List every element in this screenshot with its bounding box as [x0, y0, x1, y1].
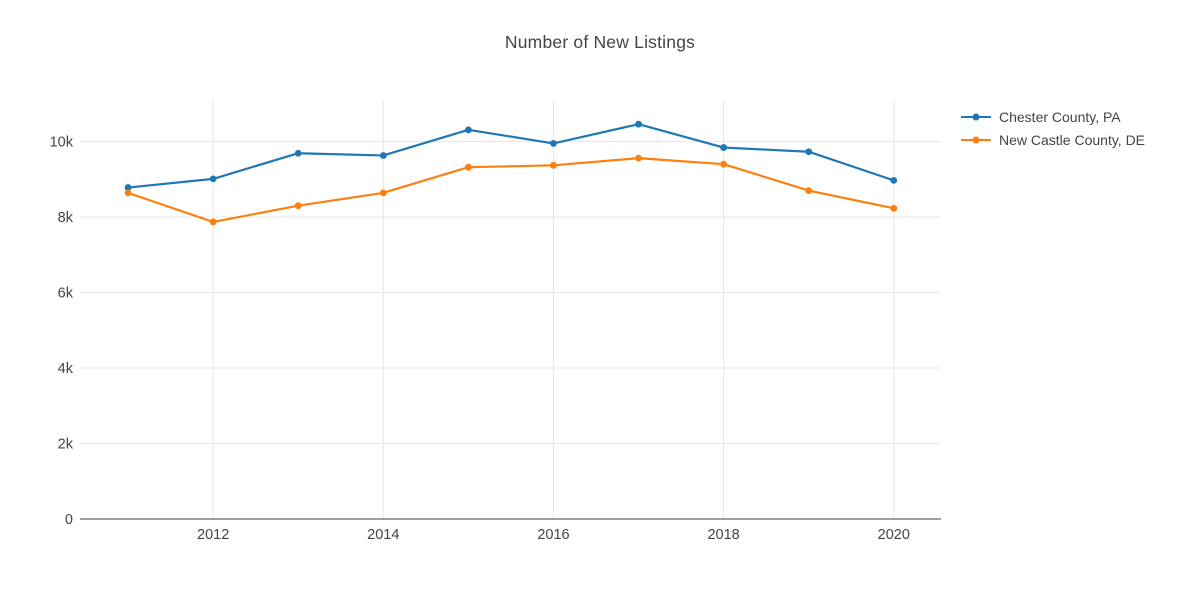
- y-tick-label: 8k: [58, 210, 74, 226]
- data-point: [464, 163, 472, 171]
- data-point: [720, 144, 728, 151]
- data-point: [550, 140, 557, 147]
- data-point: [124, 189, 132, 197]
- x-tick-label: 2020: [878, 527, 910, 543]
- data-point: [464, 126, 472, 134]
- legend: Chester County, PA New Castle County, DE: [961, 105, 1145, 151]
- data-point: [379, 189, 387, 197]
- data-point: [635, 154, 642, 162]
- data-point: [805, 148, 813, 156]
- data-point: [124, 184, 132, 191]
- legend-item-chester-county[interactable]: Chester County, PA: [961, 105, 1145, 128]
- legend-label-new-castle-county: New Castle County, DE: [999, 131, 1146, 148]
- data-point: [294, 202, 302, 210]
- y-tick-label: 2k: [58, 437, 74, 453]
- y-tick-label: 6k: [58, 286, 74, 302]
- data-point: [379, 152, 387, 159]
- data-point: [550, 161, 557, 169]
- data-point: [720, 160, 728, 168]
- series-line-0: [126, 123, 895, 189]
- y-tick-label: 4k: [58, 361, 74, 377]
- data-point: [209, 218, 217, 226]
- legend-label-chester-county: Chester County, PA: [999, 108, 1121, 125]
- data-point: [805, 187, 813, 194]
- x-tick-label: 2014: [367, 527, 399, 543]
- y-tick-label: 10k: [50, 135, 74, 151]
- x-tick-label: 2016: [537, 527, 569, 543]
- x-tick-label: 2012: [197, 527, 229, 543]
- data-point: [635, 120, 642, 128]
- data-point: [890, 204, 898, 212]
- y-tick-label: 0: [65, 512, 73, 528]
- chart-title: Number of New Listings: [504, 32, 696, 52]
- legend-item-new-castle-county[interactable]: New Castle County, DE: [961, 128, 1145, 151]
- data-point: [209, 175, 217, 183]
- x-tick-label: 2018: [707, 527, 739, 543]
- line-marker-icon: [961, 112, 991, 122]
- line-marker-icon: [961, 135, 991, 145]
- data-point: [294, 149, 302, 157]
- series-line-1: [126, 157, 895, 224]
- data-point: [890, 177, 898, 184]
